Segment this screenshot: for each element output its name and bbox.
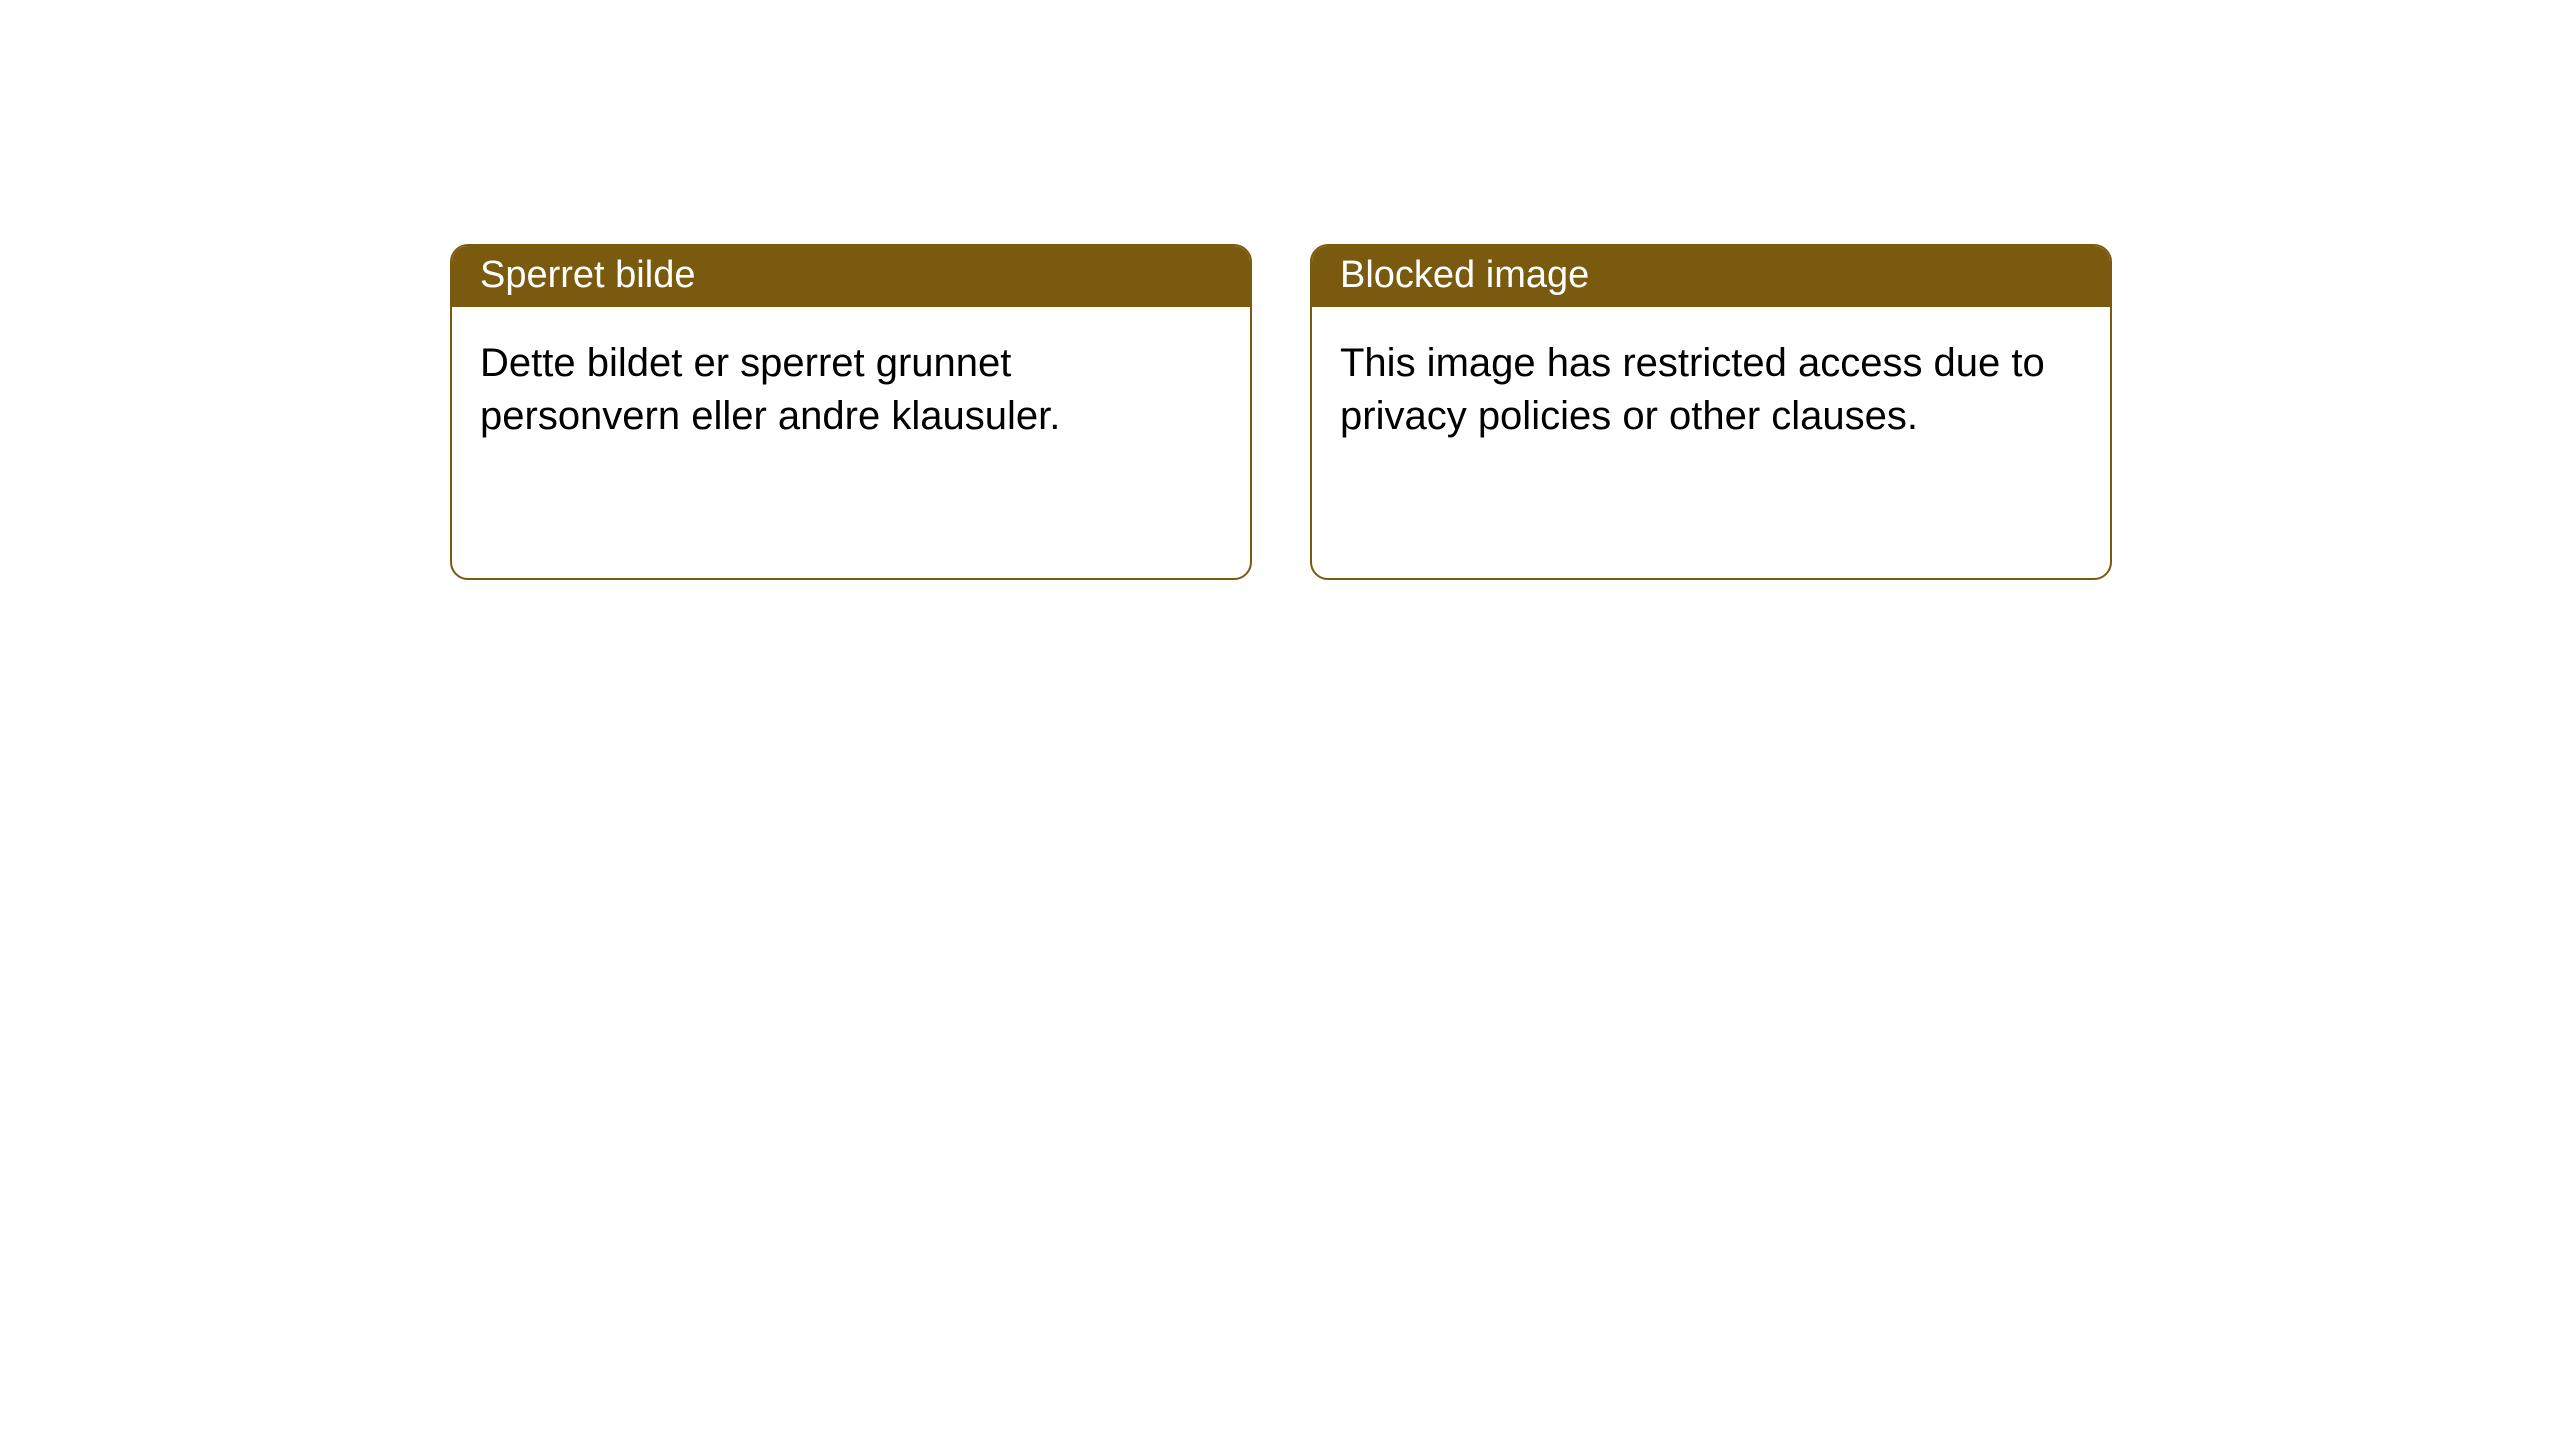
notice-body: Dette bildet er sperret grunnet personve…	[452, 307, 1250, 473]
notice-card-norwegian: Sperret bilde Dette bildet er sperret gr…	[450, 244, 1252, 580]
notice-body: This image has restricted access due to …	[1312, 307, 2110, 473]
notice-message: Dette bildet er sperret grunnet personve…	[480, 341, 1060, 438]
notice-header: Blocked image	[1312, 246, 2110, 307]
notice-title: Blocked image	[1340, 254, 1589, 296]
notice-card-english: Blocked image This image has restricted …	[1310, 244, 2112, 580]
notice-header: Sperret bilde	[452, 246, 1250, 307]
notice-container: Sperret bilde Dette bildet er sperret gr…	[450, 244, 2112, 580]
notice-message: This image has restricted access due to …	[1340, 341, 2045, 438]
notice-title: Sperret bilde	[480, 254, 695, 296]
